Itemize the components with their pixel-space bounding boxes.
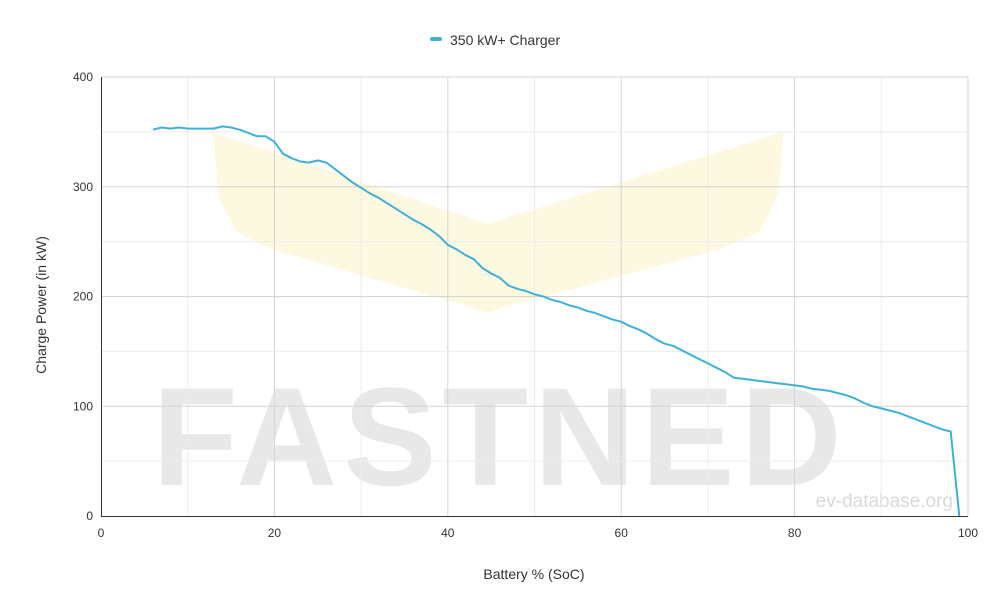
legend[interactable]: 350 kW+ Charger [430, 32, 560, 48]
series-line-0[interactable] [152, 125, 961, 517]
legend-swatch [430, 37, 442, 41]
watermark-chevron-shape [213, 132, 783, 312]
watermark-brand-text: FASTNED [152, 358, 847, 515]
series-lines [152, 125, 961, 517]
x-tick-label: 40 [441, 526, 455, 540]
x-tick-label: 20 [268, 526, 282, 540]
x-tick-label: 60 [615, 526, 629, 540]
y-tick-label: 200 [73, 290, 93, 304]
grid [101, 76, 969, 516]
watermark-site-text: ev-database.org [816, 491, 953, 512]
y-tick-labels: 0 100 200 300 400 [73, 70, 93, 523]
y-axis-title: Charge Power (in kW) [33, 236, 49, 374]
legend-label: 350 kW+ Charger [450, 32, 560, 48]
y-tick-label: 100 [73, 399, 93, 413]
x-tick-labels: 0 20 40 60 80 100 [98, 526, 979, 540]
x-tick-label: 100 [958, 526, 978, 540]
y-tick-label: 0 [86, 509, 93, 523]
x-tick-label: 0 [98, 526, 105, 540]
y-tick-label: 400 [73, 70, 93, 84]
x-axis-title: Battery % (SoC) [483, 566, 584, 582]
x-tick-label: 80 [788, 526, 802, 540]
y-tick-label: 300 [73, 180, 93, 194]
axes [101, 77, 968, 517]
